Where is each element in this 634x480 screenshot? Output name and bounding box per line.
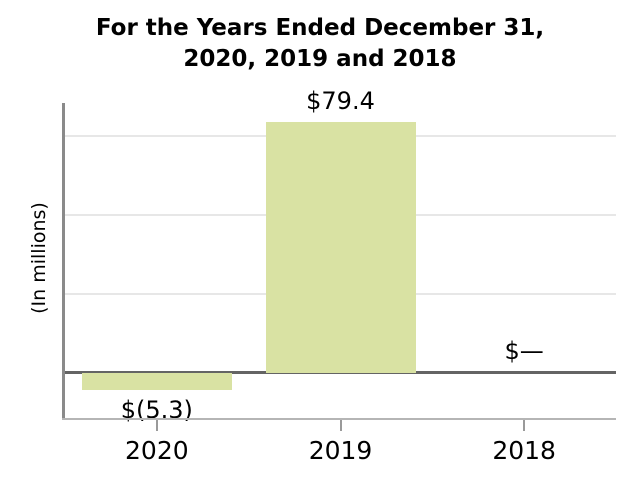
chart-title-line1: For the Years Ended December 31,: [95, 15, 545, 41]
x-tick-label-2018: 2018: [492, 436, 556, 465]
chart-title: For the Years Ended December 31, 2020, 2…: [0, 13, 634, 75]
x-tick-mark-2019: [339, 419, 342, 431]
zero-baseline: [65, 371, 616, 375]
value-label-2019: $79.4: [306, 86, 375, 115]
x-tick-label-2019: 2019: [308, 436, 373, 465]
chart-title-line2: 2020, 2019 and 2018: [183, 46, 457, 72]
x-tick-label-2020: 2020: [125, 436, 189, 465]
bar-2020: [81, 372, 232, 390]
x-tick-mark-2018: [523, 419, 526, 431]
value-label-2018: $—: [504, 336, 544, 365]
y-axis-label: (In millions): [28, 202, 50, 314]
y-axis-spine: [62, 103, 65, 420]
x-axis-spine: [62, 418, 616, 420]
x-tick-mark-2020: [155, 419, 158, 431]
bar-2019: [265, 121, 416, 373]
